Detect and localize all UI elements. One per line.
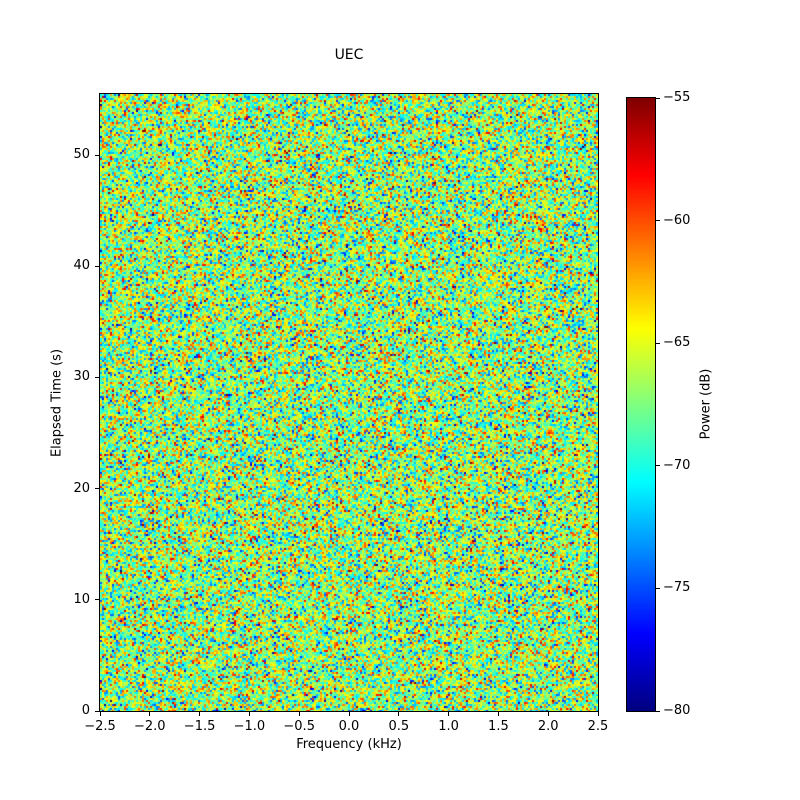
x-tick-mark — [348, 712, 350, 716]
x-tick-label: 2.5 — [587, 719, 609, 734]
x-tick-mark — [448, 712, 450, 716]
colorbar-tick-label: −80 — [663, 703, 691, 718]
colorbar-tick-mark — [656, 220, 660, 222]
colorbar-tick-mark — [656, 465, 660, 467]
colorbar-tick-label: −70 — [663, 457, 691, 473]
colorbar-canvas — [627, 98, 655, 711]
x-tick-mark — [547, 712, 549, 716]
x-tick-label: −1.0 — [233, 719, 266, 734]
y-tick-mark — [95, 710, 99, 712]
x-tick-label: 1.0 — [438, 719, 459, 734]
x-axis-label: Frequency (kHz) — [296, 737, 402, 752]
y-axis-label: Elapsed Time (s) — [49, 348, 65, 458]
colorbar-tick-mark — [656, 342, 660, 344]
colorbar-tick-label: −65 — [663, 335, 691, 351]
plot-title: UEC — [334, 47, 364, 63]
y-tick-label: 30 — [73, 369, 90, 385]
colorbar — [626, 97, 656, 712]
plot-area — [99, 93, 599, 712]
x-tick-label: 0.5 — [388, 719, 410, 734]
x-tick-mark — [497, 712, 499, 716]
x-tick-label: −2.0 — [134, 719, 166, 734]
x-tick-label: 0.0 — [338, 719, 360, 734]
colorbar-tick-label: −60 — [663, 212, 691, 228]
x-tick-label: −1.5 — [183, 719, 216, 734]
y-tick-mark — [95, 599, 99, 601]
colorbar-tick-mark — [656, 587, 660, 589]
y-tick-label: 10 — [73, 591, 90, 607]
x-tick-label: 2.0 — [537, 719, 559, 734]
y-tick-mark — [95, 154, 99, 156]
x-tick-mark — [248, 712, 250, 716]
x-tick-mark — [199, 712, 201, 716]
colorbar-tick-mark — [656, 97, 660, 99]
y-tick-mark — [95, 376, 99, 378]
y-tick-label: 0 — [81, 703, 90, 718]
colorbar-tick-mark — [656, 710, 660, 712]
x-tick-label: −2.5 — [84, 719, 116, 734]
x-tick-mark — [597, 712, 599, 716]
x-tick-label: 1.5 — [488, 719, 509, 734]
x-tick-mark — [398, 712, 400, 716]
x-tick-mark — [298, 712, 300, 716]
colorbar-label: Power (dB) — [698, 368, 714, 440]
y-tick-mark — [95, 265, 99, 267]
x-tick-mark — [149, 712, 151, 716]
colorbar-tick-label: −75 — [663, 580, 691, 596]
x-tick-label: −0.5 — [283, 719, 315, 734]
spectrogram-canvas — [100, 94, 598, 711]
y-tick-mark — [95, 488, 99, 490]
y-tick-label: 40 — [73, 258, 90, 274]
x-tick-mark — [99, 712, 101, 716]
y-tick-label: 50 — [73, 147, 90, 163]
colorbar-tick-label: −55 — [663, 90, 691, 105]
y-tick-label: 20 — [73, 480, 90, 496]
